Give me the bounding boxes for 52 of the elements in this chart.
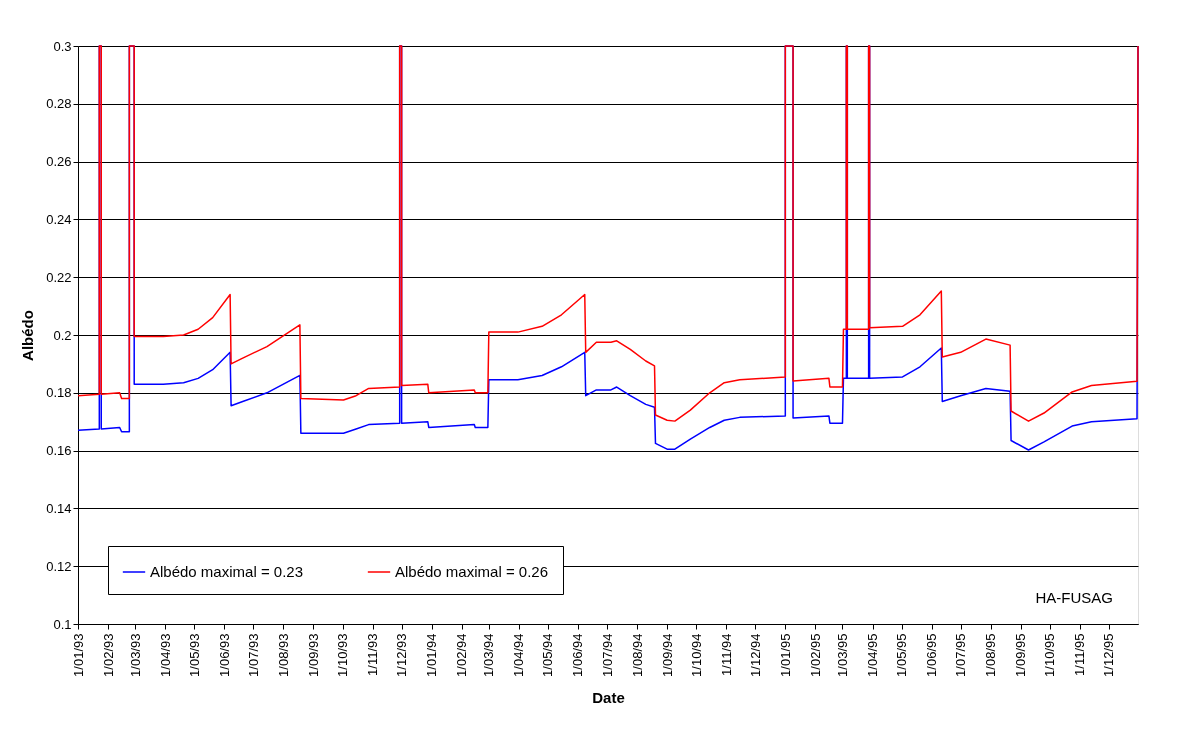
legend-label: Albédo maximal = 0.23 xyxy=(150,563,304,580)
x-tick-label: 1/08/95 xyxy=(983,633,999,677)
x-tick-label: 1/01/94 xyxy=(424,633,440,677)
x-tick-label: 1/10/95 xyxy=(1042,633,1058,677)
x-tick-label: 1/07/94 xyxy=(599,633,615,677)
x-tick-label: 1/04/94 xyxy=(511,633,527,677)
x-tick-label: 1/12/94 xyxy=(747,633,763,677)
x-tick-label: 1/03/95 xyxy=(834,633,850,677)
x-tick-label: 1/11/94 xyxy=(718,633,734,676)
y-tick-label: 0.26 xyxy=(46,154,72,170)
x-tick-label: 1/12/95 xyxy=(1101,633,1117,677)
y-tick-label: 0.24 xyxy=(46,211,72,227)
x-axis-title: Date xyxy=(592,688,625,706)
legend-label: Albédo maximal = 0.26 xyxy=(395,563,549,580)
y-axis-title: Albédo xyxy=(19,310,37,361)
x-tick-label: 1/09/95 xyxy=(1013,633,1029,677)
x-tick-label: 1/08/93 xyxy=(275,633,291,677)
y-tick-label: 0.18 xyxy=(46,385,72,401)
x-tick-label: 1/07/93 xyxy=(245,633,261,677)
x-tick-label: 1/11/95 xyxy=(1072,633,1088,676)
x-tick-label: 1/05/94 xyxy=(540,633,556,677)
x-tick-label: 1/09/94 xyxy=(659,633,675,677)
x-tick-label: 1/01/93 xyxy=(70,633,86,677)
x-tick-label: 1/02/93 xyxy=(100,633,116,677)
y-tick-label: 0.16 xyxy=(46,443,72,459)
x-tick-label: 1/05/93 xyxy=(186,633,202,677)
x-tick-label: 1/10/93 xyxy=(335,633,351,677)
y-tick-label: 0.3 xyxy=(53,38,72,54)
x-tick-label: 1/02/94 xyxy=(454,633,470,677)
x-tick-label: 1/03/93 xyxy=(127,633,143,677)
x-tick-label: 1/01/95 xyxy=(777,633,793,677)
x-tick-label: 1/03/94 xyxy=(481,633,497,677)
y-tick-label: 0.14 xyxy=(46,500,72,516)
y-tick-label: 0.1 xyxy=(53,616,72,632)
x-tick-label: 1/05/95 xyxy=(894,633,910,677)
y-tick-label: 0.2 xyxy=(53,327,72,343)
x-tick-label: 1/11/93 xyxy=(365,633,381,676)
annotation: HA-FUSAG xyxy=(1035,589,1113,606)
x-tick-label: 1/12/93 xyxy=(394,633,410,677)
x-tick-label: 1/06/95 xyxy=(924,633,940,677)
y-tick-label: 0.22 xyxy=(46,269,72,285)
y-tick-label: 0.12 xyxy=(46,558,72,574)
x-tick-label: 1/06/93 xyxy=(216,633,232,677)
x-tick-label: 1/04/93 xyxy=(157,633,173,677)
x-tick-label: 1/02/95 xyxy=(807,633,823,677)
y-tick-label: 0.28 xyxy=(46,96,72,112)
x-tick-label: 1/04/95 xyxy=(865,633,881,677)
x-tick-label: 1/07/95 xyxy=(953,633,969,677)
x-tick-label: 1/08/94 xyxy=(629,633,645,677)
x-tick-label: 1/10/94 xyxy=(688,633,704,677)
x-tick-label: 1/09/93 xyxy=(305,633,321,677)
x-tick-label: 1/06/94 xyxy=(570,633,586,677)
